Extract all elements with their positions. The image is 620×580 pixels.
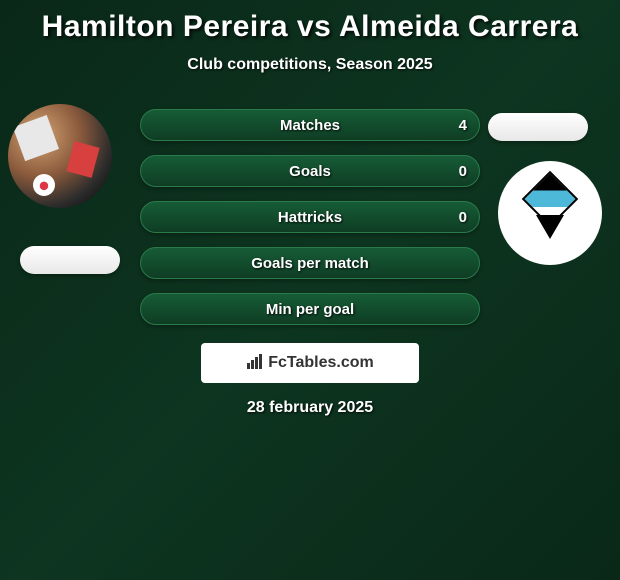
brand-text: FcTables.com (268, 354, 374, 372)
stat-label: Hattricks (278, 209, 342, 226)
player-right-avatar (498, 161, 602, 265)
stat-rows: Matches 4 Goals 0 Hattricks 0 Goals per … (140, 109, 480, 325)
stat-label: Goals (289, 163, 331, 180)
stat-right-value: 4 (459, 117, 467, 134)
stat-row: Matches 4 (140, 109, 480, 141)
stat-row: Goals per match (140, 247, 480, 279)
brand-box[interactable]: FcTables.com (201, 343, 419, 383)
stat-label: Matches (280, 117, 340, 134)
cerro-club-badge-icon (514, 177, 587, 250)
page-title: Hamilton Pereira vs Almeida Carrera (42, 10, 579, 44)
stat-label: Min per goal (266, 301, 354, 318)
stats-area: ⬤ Matches 4 Goals 0 Hattricks (0, 109, 620, 325)
player-left-flag-icon (20, 246, 120, 274)
stat-row: Goals 0 (140, 155, 480, 187)
stat-row: Hattricks 0 (140, 201, 480, 233)
stat-right-value: 0 (459, 209, 467, 226)
chart-icon (246, 352, 264, 375)
player-right-flag-icon (488, 113, 588, 141)
subtitle: Club competitions, Season 2025 (187, 56, 432, 74)
stat-right-value: 0 (459, 163, 467, 180)
stat-row: Min per goal (140, 293, 480, 325)
stat-label: Goals per match (251, 255, 369, 272)
comparison-card: Hamilton Pereira vs Almeida Carrera Club… (0, 0, 620, 427)
date-text: 28 february 2025 (247, 399, 373, 417)
player-left-avatar: ⬤ (8, 104, 112, 208)
player-left-club-badge-icon: ⬤ (33, 174, 55, 196)
